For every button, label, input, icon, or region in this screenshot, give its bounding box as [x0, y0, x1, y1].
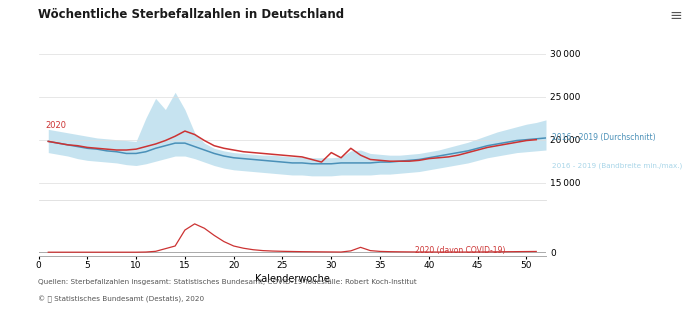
Text: Quellen: Sterbefallzahlen insgesamt: Statistisches Bundesamt, COVID-19-Todesfäll: Quellen: Sterbefallzahlen insgesamt: Sta… — [38, 279, 417, 285]
Text: Wöchentliche Sterbefallzahlen in Deutschland: Wöchentliche Sterbefallzahlen in Deutsch… — [38, 8, 344, 21]
Text: 2016 - 2019 (Durchschnitt): 2016 - 2019 (Durchschnitt) — [552, 133, 655, 143]
Text: 2020 (davon COVID-19): 2020 (davon COVID-19) — [415, 246, 505, 255]
Text: ≡: ≡ — [670, 8, 682, 23]
Text: 2020: 2020 — [46, 121, 66, 130]
Text: © 📦 Statistisches Bundesamt (Destatis), 2020: © 📦 Statistisches Bundesamt (Destatis), … — [38, 296, 204, 303]
Text: 2016 - 2019 (Bandbreite min./max.): 2016 - 2019 (Bandbreite min./max.) — [552, 162, 682, 169]
X-axis label: Kalenderwoche: Kalenderwoche — [255, 274, 330, 285]
